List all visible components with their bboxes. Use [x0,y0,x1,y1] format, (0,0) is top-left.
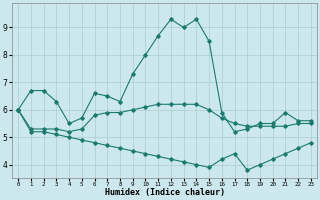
X-axis label: Humidex (Indice chaleur): Humidex (Indice chaleur) [105,188,225,197]
